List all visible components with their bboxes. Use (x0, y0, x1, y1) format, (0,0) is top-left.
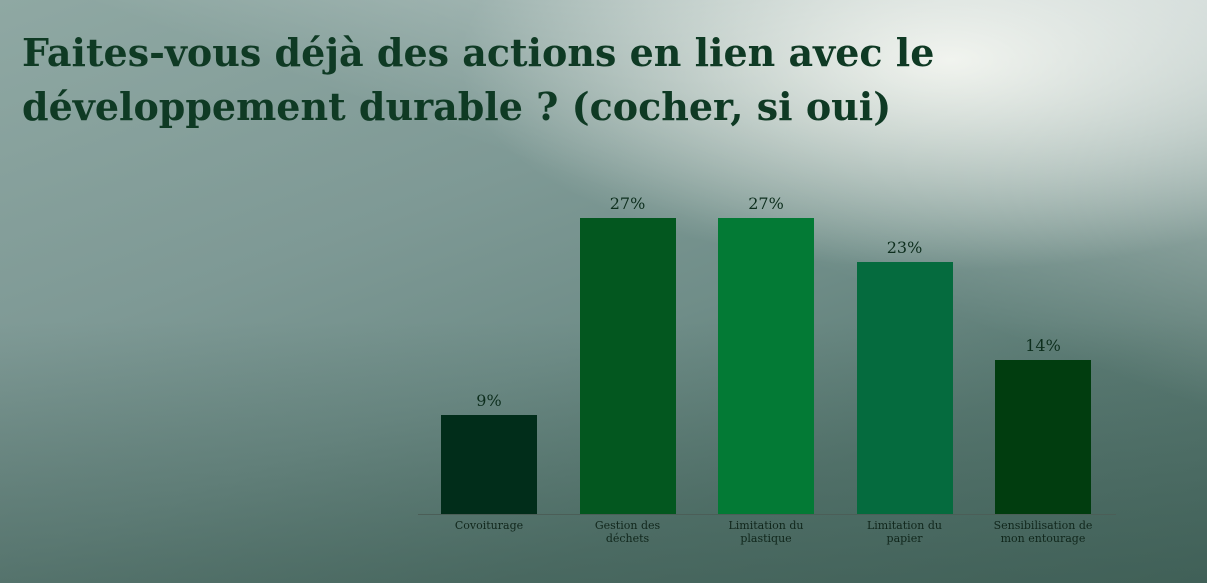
bar (441, 415, 537, 514)
x-tick-label: Gestion des déchets (594, 519, 661, 545)
data-label: 14% (1025, 336, 1061, 356)
bar (856, 261, 953, 514)
x-axis (418, 514, 1116, 515)
data-label: 27% (748, 193, 784, 213)
bar (995, 360, 1091, 514)
bar (579, 217, 676, 514)
x-tick-label: Limitation du papier (866, 519, 943, 545)
data-label: 27% (609, 193, 646, 213)
x-tick-label: Limitation du plastique (728, 519, 804, 545)
bar (718, 217, 814, 514)
data-label: 9% (476, 391, 502, 411)
chart-title: Faites-vous déjà des actions en lien ave… (22, 30, 935, 129)
data-label: 23% (886, 237, 923, 257)
x-tick-label: Covoiturage (454, 519, 524, 532)
x-tick-label: Sensibilisation de mon entourage (993, 519, 1093, 545)
